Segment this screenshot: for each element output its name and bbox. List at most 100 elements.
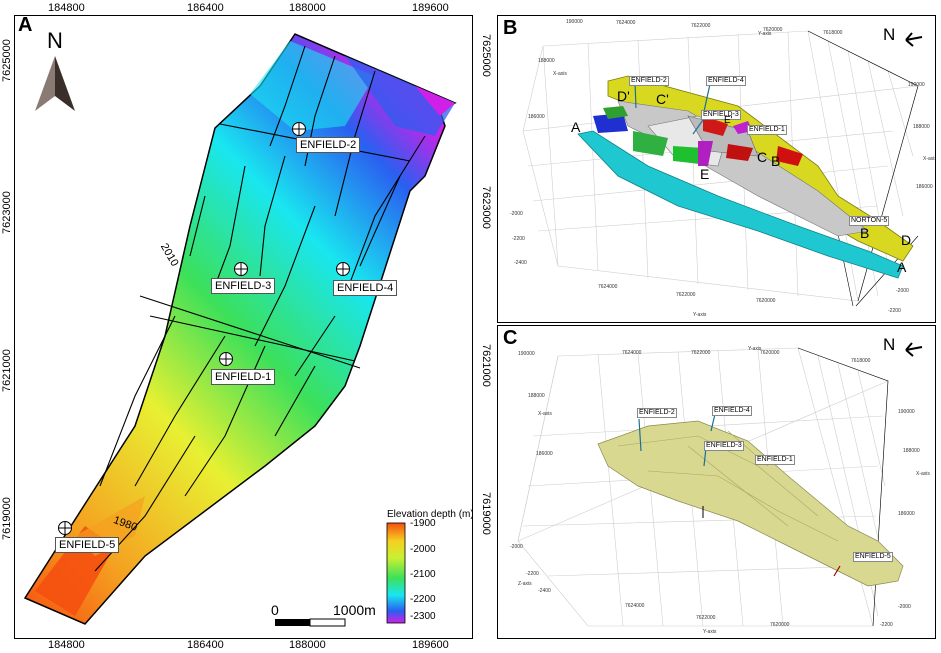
khaki-surface: [597, 420, 904, 587]
model-b-graphic: [522, 30, 923, 307]
north-label: N: [883, 25, 896, 44]
x-tick: 190000: [898, 409, 915, 415]
scale-zero: 0: [271, 602, 279, 618]
panel-b-3d-model: B N ENFIELD-2 ENFIELD-4 ENFIELD-3 ENFIEL…: [497, 15, 936, 323]
z-tick: -2200: [512, 236, 525, 242]
cyan-bottom-surface: [577, 130, 904, 279]
scale-bar-black: [275, 619, 310, 626]
axis-x-label: X-axis: [553, 71, 567, 77]
x-tick: 188000: [913, 124, 930, 130]
y-tick: 7618000: [851, 358, 871, 364]
section-e-start: E: [700, 166, 710, 182]
y-tick-right: 7625000: [480, 34, 492, 77]
well-label-enfield-2: ENFIELD-2: [296, 137, 361, 153]
x-tick: 190000: [908, 82, 925, 88]
section-c-start: C: [757, 149, 768, 165]
legend-colorbar: [386, 522, 406, 624]
y-tick-right: 7621000: [480, 344, 492, 387]
axis-x-label: X-axis: [538, 411, 552, 417]
axis-x-label-right: X-axis: [923, 156, 936, 162]
legend-tick: -2300: [410, 611, 436, 622]
y-tick-bottom: 7624000: [598, 284, 618, 290]
y-tick-left: 7621000: [1, 349, 13, 392]
z-tick-right: -2200: [888, 308, 901, 314]
y-tick-bottom: 7622000: [676, 292, 696, 298]
z-tick: -2000: [510, 544, 523, 550]
y-tick-bottom: 7622000: [696, 615, 716, 621]
x-tick-bottom: 184800: [48, 639, 85, 651]
well-label-enfield-1: ENFIELD-1: [755, 455, 795, 465]
x-tick: 186000: [916, 184, 933, 190]
panel-a-letter: A: [18, 15, 33, 36]
x-tick: 186000: [536, 451, 553, 457]
well-label-enfield-2: ENFIELD-2: [629, 76, 669, 86]
well-label-enfield-3: ENFIELD-3: [211, 278, 276, 294]
x-tick: 188000: [528, 393, 545, 399]
y-tick-bottom: 7624000: [625, 603, 645, 609]
x-tick: 186000: [898, 511, 915, 517]
z-tick: -2000: [510, 211, 523, 217]
well-label-enfield-3: ENFIELD-3: [701, 110, 741, 120]
panel-b-letter: B: [503, 17, 518, 39]
well-label-enfield-5: ENFIELD-5: [853, 552, 893, 562]
well-icon-enfield-3: [234, 262, 248, 276]
x-tick-bottom: 188000: [289, 639, 326, 651]
section-b-end: B: [860, 225, 870, 241]
north-arrow-icon: [905, 342, 923, 357]
well-icon-enfield-5: [58, 521, 72, 535]
y-tick-left: 7625000: [1, 39, 13, 82]
legend-title: Elevation depth (m): [387, 509, 473, 520]
x-tick: 188000: [538, 58, 555, 64]
panel-c-letter: C: [503, 327, 518, 349]
well-icon-enfield-1: [219, 352, 233, 366]
well-label-enfield-4: ENFIELD-4: [333, 280, 398, 296]
scale-bar-white: [309, 618, 346, 627]
z-tick: -2200: [526, 571, 539, 577]
axis-z-label: Z-axis: [518, 581, 532, 587]
north-label: N: [883, 335, 896, 354]
x-tick: 190000: [566, 19, 583, 25]
section-e-end: E': [724, 115, 733, 126]
y-tick-bottom: 7620000: [756, 298, 776, 304]
legend-tick: -1900: [410, 518, 436, 529]
y-tick-right: 7619000: [480, 492, 492, 535]
well-label-enfield-3: ENFIELD-3: [704, 441, 744, 451]
well-label-enfield-4: ENFIELD-4: [712, 406, 752, 416]
x-tick-bottom: 186400: [187, 639, 224, 651]
z-tick-right: -2000: [896, 288, 909, 294]
y-tick: 7624000: [616, 20, 636, 26]
well-label-enfield-1: ENFIELD-1: [747, 125, 787, 135]
model-c-graphic: [517, 342, 923, 627]
legend-tick: -2200: [410, 594, 436, 605]
section-c-end: C': [656, 91, 669, 107]
x-tick-top: 189600: [412, 2, 449, 14]
section-a-end: A: [897, 259, 907, 275]
axis-y-label: Y-axis: [748, 346, 762, 352]
north-label: N: [47, 28, 63, 53]
x-tick: 186000: [528, 114, 545, 120]
z-tick-right: -2200: [880, 622, 893, 628]
well-icon-enfield-2: [292, 122, 306, 136]
section-a-start: A: [571, 119, 581, 135]
axis-y-label-bottom: Y-axis: [703, 629, 717, 635]
y-tick: 7618000: [823, 30, 843, 36]
panel-c-3d-surface: C N ENFIELD-2 ENFIELD-4 ENFIELD-3 ENFIEL…: [497, 325, 936, 639]
z-tick-right: -2000: [898, 604, 911, 610]
section-b-start: B: [771, 153, 781, 169]
y-tick-left: 7619000: [1, 497, 13, 540]
axis-x-label-right: X-axis: [916, 471, 930, 477]
y-tick: 7624000: [622, 350, 642, 356]
north-arrow-icon: [905, 32, 923, 47]
y-tick-left: 7623000: [1, 191, 13, 234]
axis-y-label-bottom: Y-axis: [693, 312, 707, 318]
north-arrow-icon: [35, 56, 75, 111]
well-label-enfield-5: ENFIELD-5: [55, 537, 120, 553]
x-tick-top: 184800: [48, 2, 85, 14]
x-tick-bottom: 189600: [412, 639, 449, 651]
well-icon-enfield-4: [336, 262, 350, 276]
legend-tick: -2100: [410, 569, 436, 580]
section-d-end: D: [901, 232, 912, 248]
axis-y-label: Y-axis: [758, 31, 772, 37]
well-label-enfield-4: ENFIELD-4: [706, 76, 746, 86]
y-tick: 7620000: [760, 350, 780, 356]
